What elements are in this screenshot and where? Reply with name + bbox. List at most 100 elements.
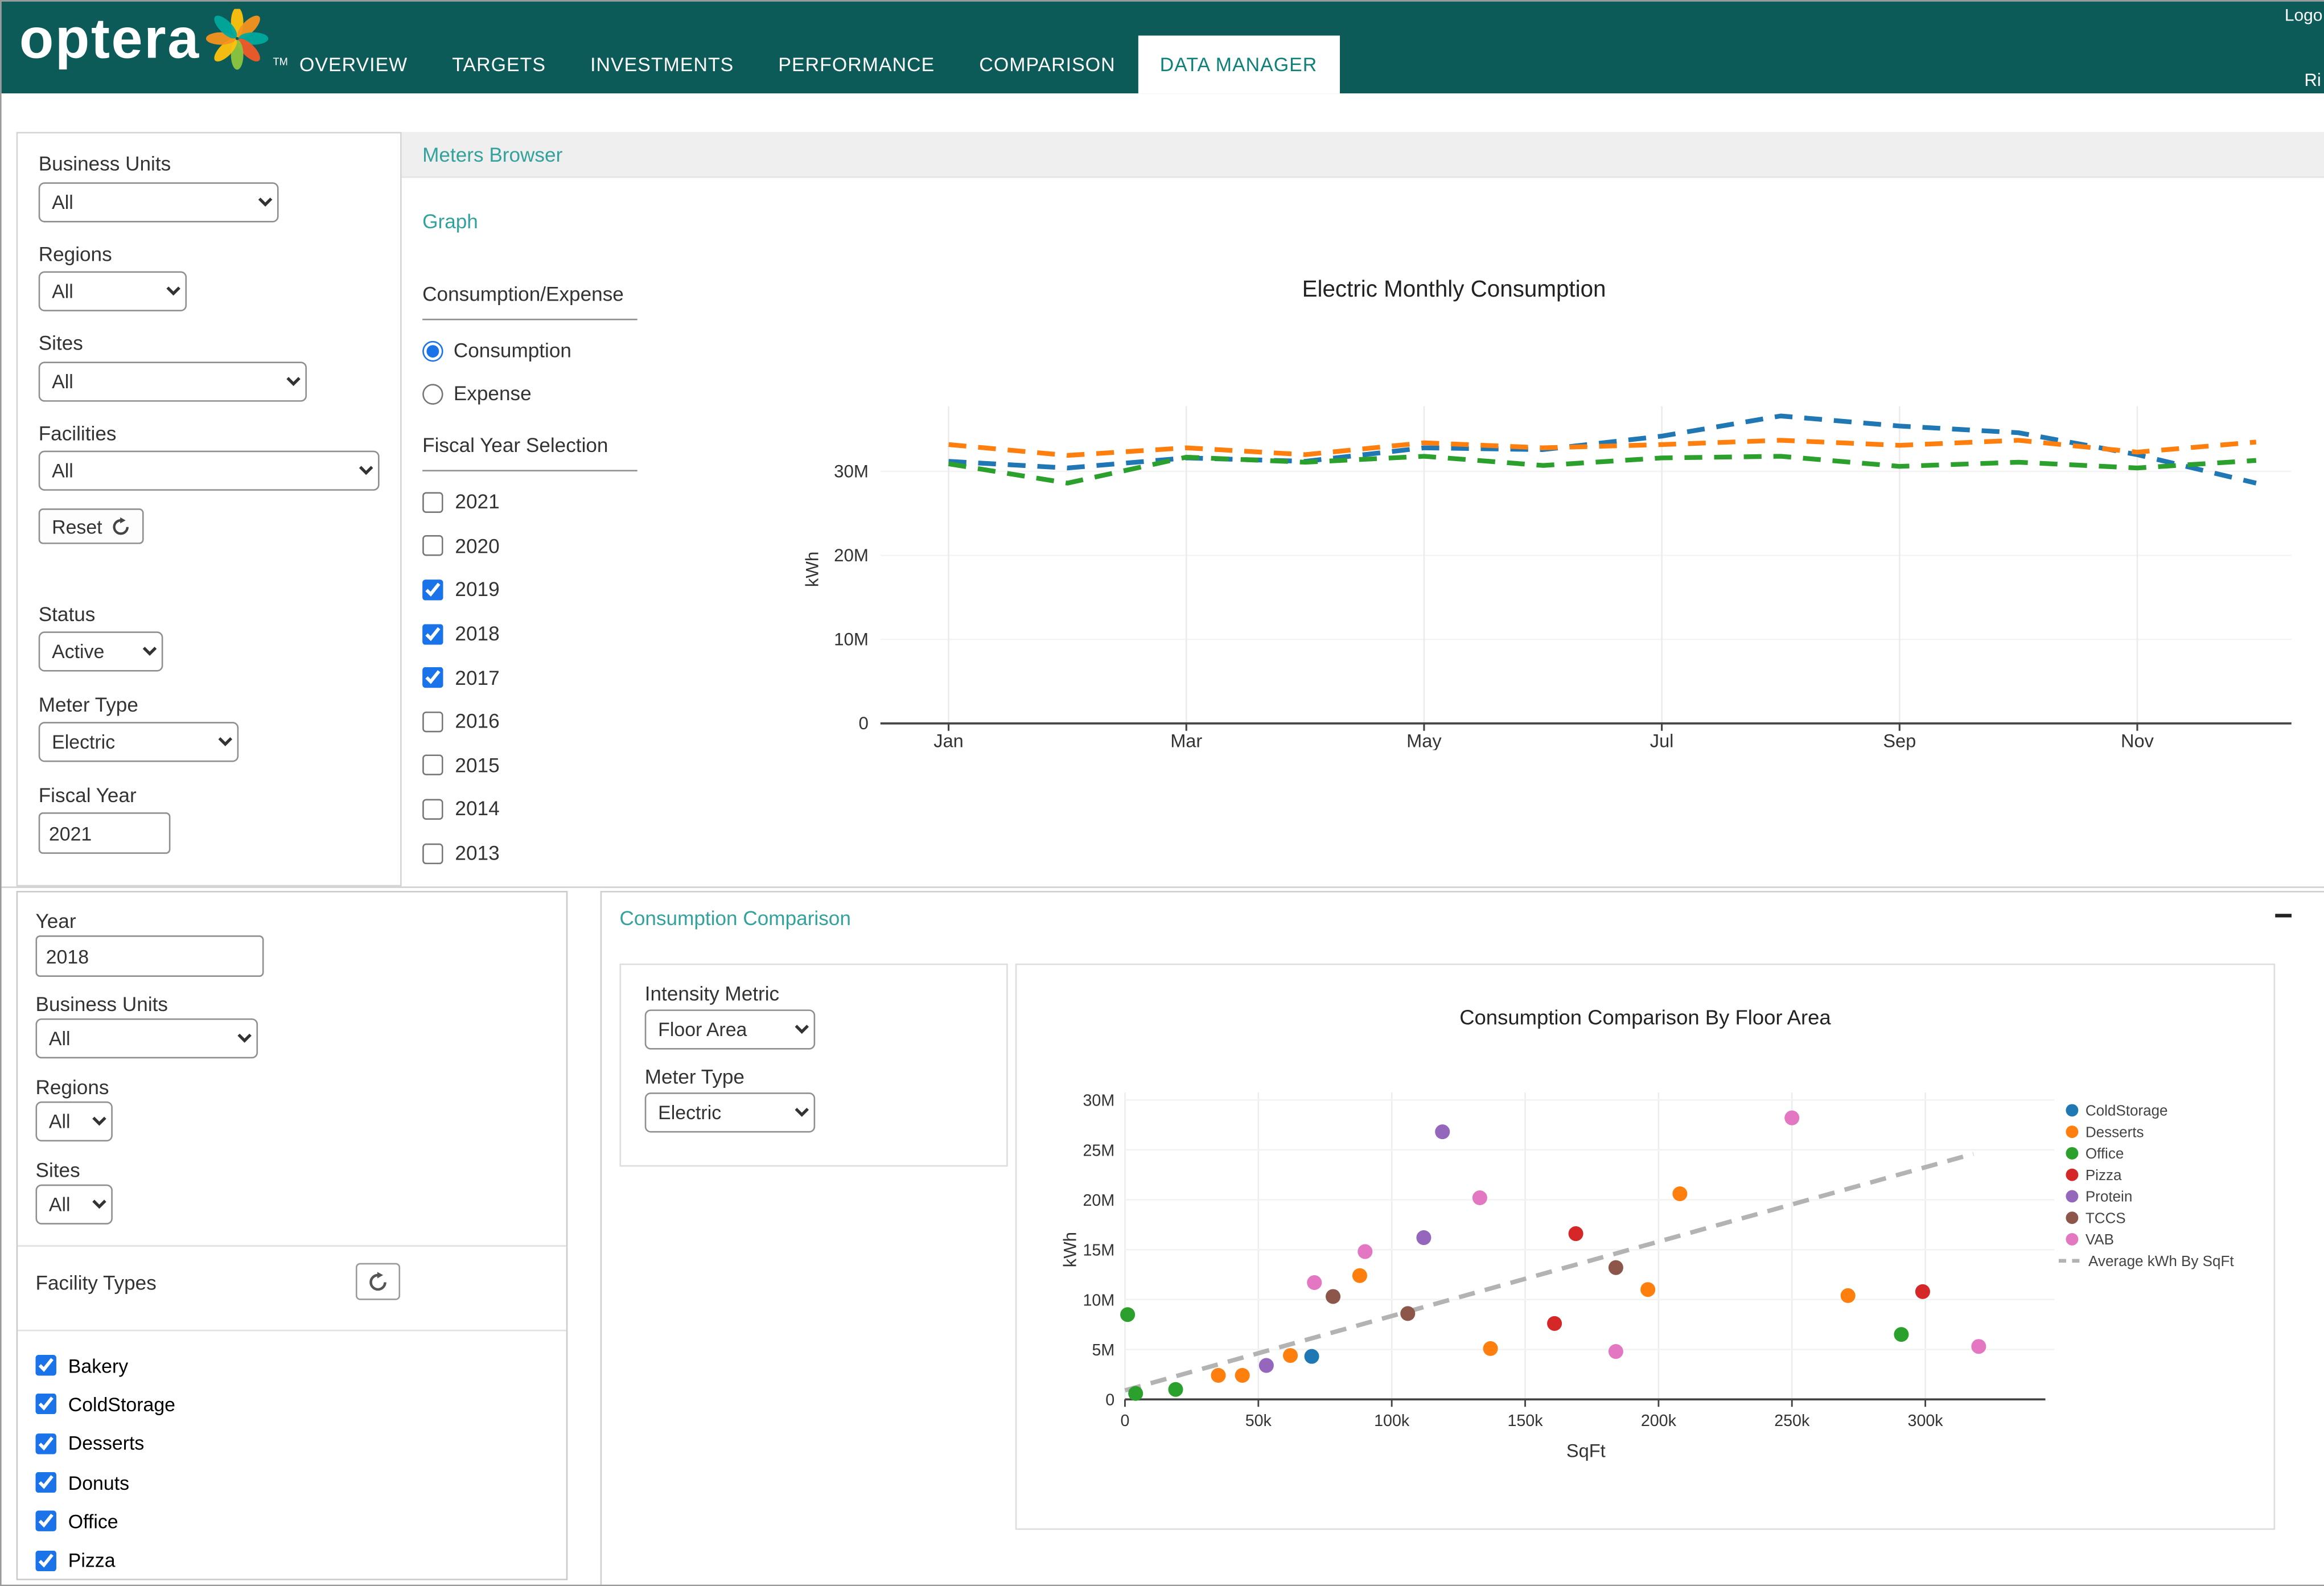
year-row-2013[interactable]: 2013	[422, 831, 637, 875]
radio-row-expense[interactable]: Expense	[422, 372, 637, 416]
facility-checkbox-coldstorage[interactable]	[35, 1394, 56, 1415]
year-checkbox-2019[interactable]	[422, 580, 443, 601]
legend-entry-protein[interactable]: Protein	[2066, 1188, 2132, 1205]
graph-controls: Consumption/Expense Consumption Expense F…	[422, 283, 637, 875]
year-label: 2014	[455, 798, 500, 821]
svg-text:Average kWh By SqFt: Average kWh By SqFt	[2088, 1252, 2234, 1269]
year-row-2016[interactable]: 2016	[422, 700, 637, 743]
facility-row-pizza[interactable]: Pizza	[35, 1541, 175, 1580]
radio-consumption[interactable]	[422, 340, 443, 361]
legend-entry-coldstorage[interactable]: ColdStorage	[2066, 1102, 2168, 1119]
svg-text:100k: 100k	[1374, 1412, 1410, 1430]
facility-checkbox-bakery[interactable]	[35, 1355, 56, 1376]
svg-text:Desserts: Desserts	[2086, 1123, 2144, 1140]
legend-entry-pizza[interactable]: Pizza	[2066, 1166, 2122, 1184]
year-row-2019[interactable]: 2019	[422, 568, 637, 612]
svg-text:200k: 200k	[1641, 1412, 1677, 1430]
intensity-metric-select[interactable]: Floor Area	[644, 1009, 816, 1050]
fiscal-year-input[interactable]	[38, 812, 171, 854]
facility-row-donuts[interactable]: Donuts	[35, 1463, 175, 1502]
svg-text:Sep: Sep	[1883, 730, 1916, 750]
collapse-button[interactable]: −	[2265, 895, 2302, 937]
facility-checkbox-desserts[interactable]	[35, 1433, 56, 1454]
facility-row-office[interactable]: Office	[35, 1502, 175, 1540]
svg-text:10M: 10M	[834, 630, 869, 650]
sites-label: Sites	[38, 332, 83, 355]
reset-button[interactable]: Reset	[38, 508, 144, 544]
status-select[interactable]: Active	[38, 631, 163, 672]
legend-entry-average[interactable]: Average kWh By SqFt	[2058, 1252, 2234, 1269]
year-label: 2021	[455, 491, 500, 513]
fiscal-year-selection-label: Fiscal Year Selection	[422, 434, 637, 472]
year-row-2017[interactable]: 2017	[422, 656, 637, 700]
year-label: Year	[35, 910, 76, 932]
comparison-meter-type-select[interactable]: Electric	[644, 1092, 816, 1133]
radio-expense[interactable]	[422, 383, 443, 404]
scatter-chart-title: Consumption Comparison By Floor Area	[1459, 1005, 1831, 1029]
svg-text:50k: 50k	[1245, 1412, 1272, 1430]
business-units-select-bottom[interactable]: All	[35, 1018, 258, 1059]
meter-type-select[interactable]: Electric	[38, 722, 239, 762]
year-row-2018[interactable]: 2018	[422, 612, 637, 656]
regions-select-bottom[interactable]: All	[35, 1101, 113, 1142]
legend-entry-office[interactable]: Office	[2066, 1145, 2124, 1162]
meters-browser-title: Meters Browser	[422, 143, 563, 166]
status-label: Status	[38, 603, 96, 626]
legend-entry-tccs[interactable]: TCCS	[2066, 1209, 2126, 1226]
facility-row-coldstorage[interactable]: ColdStorage	[35, 1385, 175, 1424]
nav-tab-investments[interactable]: INVESTMENTS	[590, 53, 734, 76]
facility-row-desserts[interactable]: Desserts	[35, 1424, 175, 1462]
facility-checkbox-donuts[interactable]	[35, 1472, 56, 1493]
meters-browser-header[interactable]: Meters Browser	[401, 132, 2324, 178]
divider	[18, 1245, 566, 1247]
radio-label: Expense	[453, 382, 532, 405]
facility-row-bakery[interactable]: Bakery	[35, 1346, 175, 1384]
business-units-select[interactable]: All	[38, 182, 279, 223]
reset-button-label: Reset	[52, 515, 102, 537]
line-chart-title: Electric Monthly Consumption	[1302, 277, 1606, 303]
year-checkbox-2015[interactable]	[422, 755, 443, 776]
year-checkbox-2021[interactable]	[422, 491, 443, 513]
logout-link[interactable]: Logo	[2284, 7, 2323, 26]
svg-text:25M: 25M	[1083, 1141, 1115, 1160]
nav-tab-overview[interactable]: OVERVIEW	[299, 53, 408, 76]
sites-select[interactable]: All	[38, 361, 307, 402]
nav-tab-comparison[interactable]: COMPARISON	[979, 53, 1116, 76]
facilities-select[interactable]: All	[38, 450, 380, 491]
nav-tab-performance[interactable]: PERFORMANCE	[778, 53, 935, 76]
facility-types-refresh-button[interactable]	[355, 1263, 401, 1300]
svg-text:30M: 30M	[1083, 1092, 1115, 1110]
facility-checkbox-office[interactable]	[35, 1511, 56, 1532]
year-checkbox-2018[interactable]	[422, 623, 443, 644]
year-row-2020[interactable]: 2020	[422, 524, 637, 568]
facility-checkbox-pizza[interactable]	[35, 1550, 56, 1571]
intensity-metric-label: Intensity Metric	[644, 983, 780, 1005]
nav-tab-targets[interactable]: TARGETS	[452, 53, 546, 76]
svg-text:ColdStorage: ColdStorage	[2086, 1102, 2168, 1119]
year-checkbox-2017[interactable]	[422, 667, 443, 688]
regions-select[interactable]: All	[38, 271, 187, 311]
legend-entry-vab[interactable]: VAB	[2066, 1231, 2114, 1248]
facility-label: Office	[68, 1510, 118, 1533]
nav-tab-data-manager[interactable]: DATA MANAGER	[1137, 35, 1340, 94]
consumption-comparison-panel: Consumption Comparison − Intensity Metri…	[600, 891, 2324, 1585]
year-input[interactable]	[35, 935, 264, 977]
year-checkbox-2014[interactable]	[422, 799, 443, 820]
year-checkbox-2016[interactable]	[422, 711, 443, 732]
radio-row-consumption[interactable]: Consumption	[422, 329, 637, 372]
year-row-2014[interactable]: 2014	[422, 787, 637, 831]
legend-entry-desserts[interactable]: Desserts	[2066, 1123, 2144, 1140]
graph-section-label[interactable]: Graph	[422, 210, 478, 233]
year-label: 2019	[455, 578, 500, 601]
svg-text:TCCS: TCCS	[2086, 1209, 2126, 1226]
year-checkbox-2020[interactable]	[422, 536, 443, 557]
facility-label: Desserts	[68, 1432, 145, 1455]
fiscal-year-checkbox-list: 2021 2020 2019 2018 2017 2016 2015 2014 2013	[422, 480, 637, 876]
svg-text:kWh: kWh	[802, 552, 822, 587]
year-row-2021[interactable]: 2021	[422, 480, 637, 524]
year-checkbox-2013[interactable]	[422, 843, 443, 864]
consumption-comparison-header[interactable]: Consumption Comparison	[619, 907, 851, 930]
scatter-chart: 0 50k 100k 150k 200k 250k 300k 0 5M 10M 15M 20M 25M 3…	[1060, 1092, 2235, 1461]
year-row-2015[interactable]: 2015	[422, 743, 637, 787]
sites-select-bottom[interactable]: All	[35, 1184, 113, 1225]
